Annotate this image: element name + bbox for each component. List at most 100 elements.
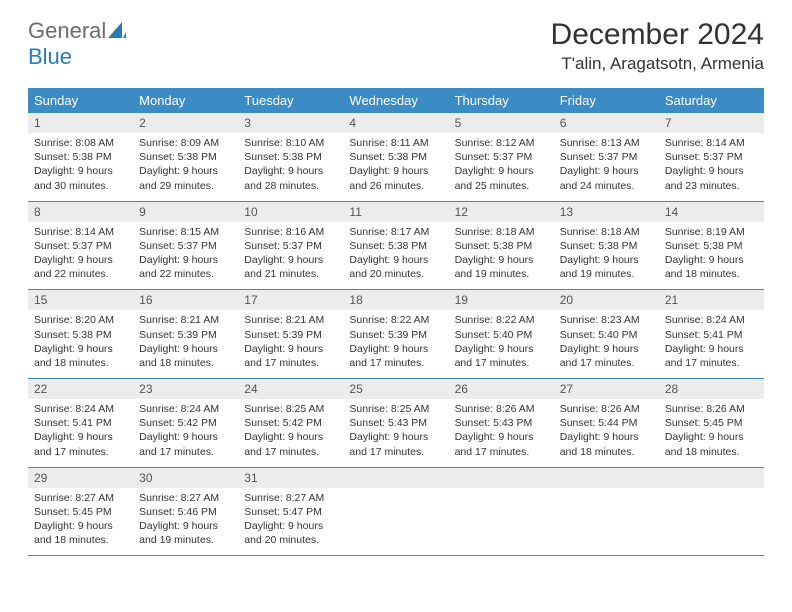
weekday-header-row: SundayMondayTuesdayWednesdayThursdayFrid… [28,88,764,113]
sunset-text: Sunset: 5:37 PM [34,239,127,253]
day-number: 28 [659,379,764,399]
day-number: 17 [238,290,343,310]
sunset-text: Sunset: 5:37 PM [665,150,758,164]
sunrise-text: Sunrise: 8:09 AM [139,136,232,150]
sunrise-text: Sunrise: 8:22 AM [455,313,548,327]
calendar-day-cell: 14Sunrise: 8:19 AMSunset: 5:38 PMDayligh… [659,201,764,290]
daylight-text: Daylight: 9 hours and 30 minutes. [34,164,127,192]
sunset-text: Sunset: 5:45 PM [34,505,127,519]
calendar-day-cell [554,467,659,556]
daylight-text: Daylight: 9 hours and 17 minutes. [244,430,337,458]
daylight-text: Daylight: 9 hours and 18 minutes. [665,430,758,458]
day-content: Sunrise: 8:20 AMSunset: 5:38 PMDaylight:… [28,310,133,378]
weekday-header: Thursday [449,88,554,113]
sunrise-text: Sunrise: 8:26 AM [665,402,758,416]
weekday-header: Saturday [659,88,764,113]
day-number: 22 [28,379,133,399]
daylight-text: Daylight: 9 hours and 17 minutes. [244,342,337,370]
daylight-text: Daylight: 9 hours and 17 minutes. [455,430,548,458]
day-number: 14 [659,202,764,222]
weekday-header: Monday [133,88,238,113]
daylight-text: Daylight: 9 hours and 29 minutes. [139,164,232,192]
calendar-day-cell: 9Sunrise: 8:15 AMSunset: 5:37 PMDaylight… [133,201,238,290]
weekday-header: Wednesday [343,88,448,113]
calendar-day-cell: 17Sunrise: 8:21 AMSunset: 5:39 PMDayligh… [238,290,343,379]
day-number: 18 [343,290,448,310]
sunrise-text: Sunrise: 8:22 AM [349,313,442,327]
daylight-text: Daylight: 9 hours and 22 minutes. [139,253,232,281]
calendar-day-cell [449,467,554,556]
calendar-day-cell: 11Sunrise: 8:17 AMSunset: 5:38 PMDayligh… [343,201,448,290]
daylight-text: Daylight: 9 hours and 17 minutes. [349,342,442,370]
sunset-text: Sunset: 5:37 PM [455,150,548,164]
daylight-text: Daylight: 9 hours and 23 minutes. [665,164,758,192]
day-number: 10 [238,202,343,222]
day-number: 16 [133,290,238,310]
calendar-day-cell: 26Sunrise: 8:26 AMSunset: 5:43 PMDayligh… [449,379,554,468]
sunset-text: Sunset: 5:47 PM [244,505,337,519]
day-content: Sunrise: 8:18 AMSunset: 5:38 PMDaylight:… [554,222,659,290]
sunrise-text: Sunrise: 8:16 AM [244,225,337,239]
calendar-day-cell: 5Sunrise: 8:12 AMSunset: 5:37 PMDaylight… [449,113,554,201]
daylight-text: Daylight: 9 hours and 24 minutes. [560,164,653,192]
day-number: 31 [238,468,343,488]
calendar-day-cell: 16Sunrise: 8:21 AMSunset: 5:39 PMDayligh… [133,290,238,379]
day-number: 8 [28,202,133,222]
day-content: Sunrise: 8:08 AMSunset: 5:38 PMDaylight:… [28,133,133,201]
sunrise-text: Sunrise: 8:25 AM [244,402,337,416]
calendar-day-cell: 31Sunrise: 8:27 AMSunset: 5:47 PMDayligh… [238,467,343,556]
weekday-header: Sunday [28,88,133,113]
sunset-text: Sunset: 5:38 PM [34,328,127,342]
logo-text-blue: Blue [28,44,72,69]
daylight-text: Daylight: 9 hours and 19 minutes. [560,253,653,281]
day-content: Sunrise: 8:22 AMSunset: 5:40 PMDaylight:… [449,310,554,378]
calendar-week-row: 8Sunrise: 8:14 AMSunset: 5:37 PMDaylight… [28,201,764,290]
sunrise-text: Sunrise: 8:25 AM [349,402,442,416]
calendar-day-cell [659,467,764,556]
sunrise-text: Sunrise: 8:20 AM [34,313,127,327]
sunset-text: Sunset: 5:38 PM [139,150,232,164]
day-number: 9 [133,202,238,222]
sunset-text: Sunset: 5:44 PM [560,416,653,430]
day-content: Sunrise: 8:12 AMSunset: 5:37 PMDaylight:… [449,133,554,201]
day-content: Sunrise: 8:09 AMSunset: 5:38 PMDaylight:… [133,133,238,201]
calendar-day-cell: 1Sunrise: 8:08 AMSunset: 5:38 PMDaylight… [28,113,133,201]
day-content: Sunrise: 8:24 AMSunset: 5:42 PMDaylight:… [133,399,238,467]
daylight-text: Daylight: 9 hours and 18 minutes. [139,342,232,370]
sunrise-text: Sunrise: 8:26 AM [455,402,548,416]
calendar-week-row: 1Sunrise: 8:08 AMSunset: 5:38 PMDaylight… [28,113,764,201]
day-content: Sunrise: 8:24 AMSunset: 5:41 PMDaylight:… [659,310,764,378]
day-number: 26 [449,379,554,399]
sunrise-text: Sunrise: 8:12 AM [455,136,548,150]
sunrise-text: Sunrise: 8:24 AM [34,402,127,416]
day-content: Sunrise: 8:15 AMSunset: 5:37 PMDaylight:… [133,222,238,290]
calendar-day-cell: 29Sunrise: 8:27 AMSunset: 5:45 PMDayligh… [28,467,133,556]
calendar-week-row: 29Sunrise: 8:27 AMSunset: 5:45 PMDayligh… [28,467,764,556]
day-content: Sunrise: 8:24 AMSunset: 5:41 PMDaylight:… [28,399,133,467]
sunset-text: Sunset: 5:39 PM [244,328,337,342]
day-number: 24 [238,379,343,399]
calendar-day-cell: 3Sunrise: 8:10 AMSunset: 5:38 PMDaylight… [238,113,343,201]
sunset-text: Sunset: 5:38 PM [665,239,758,253]
day-content: Sunrise: 8:26 AMSunset: 5:43 PMDaylight:… [449,399,554,467]
sunset-text: Sunset: 5:40 PM [560,328,653,342]
sunrise-text: Sunrise: 8:24 AM [665,313,758,327]
calendar-day-cell: 24Sunrise: 8:25 AMSunset: 5:42 PMDayligh… [238,379,343,468]
sunrise-text: Sunrise: 8:13 AM [560,136,653,150]
daylight-text: Daylight: 9 hours and 17 minutes. [139,430,232,458]
daylight-text: Daylight: 9 hours and 18 minutes. [34,342,127,370]
calendar-day-cell: 27Sunrise: 8:26 AMSunset: 5:44 PMDayligh… [554,379,659,468]
calendar-day-cell: 7Sunrise: 8:14 AMSunset: 5:37 PMDaylight… [659,113,764,201]
calendar-week-row: 22Sunrise: 8:24 AMSunset: 5:41 PMDayligh… [28,379,764,468]
sunset-text: Sunset: 5:40 PM [455,328,548,342]
day-content: Sunrise: 8:26 AMSunset: 5:44 PMDaylight:… [554,399,659,467]
calendar-day-cell: 13Sunrise: 8:18 AMSunset: 5:38 PMDayligh… [554,201,659,290]
sunset-text: Sunset: 5:41 PM [34,416,127,430]
calendar-day-cell: 18Sunrise: 8:22 AMSunset: 5:39 PMDayligh… [343,290,448,379]
day-number: 30 [133,468,238,488]
day-content: Sunrise: 8:22 AMSunset: 5:39 PMDaylight:… [343,310,448,378]
day-number: 29 [28,468,133,488]
month-title: December 2024 [551,18,764,52]
day-number: 6 [554,113,659,133]
daylight-text: Daylight: 9 hours and 19 minutes. [139,519,232,547]
